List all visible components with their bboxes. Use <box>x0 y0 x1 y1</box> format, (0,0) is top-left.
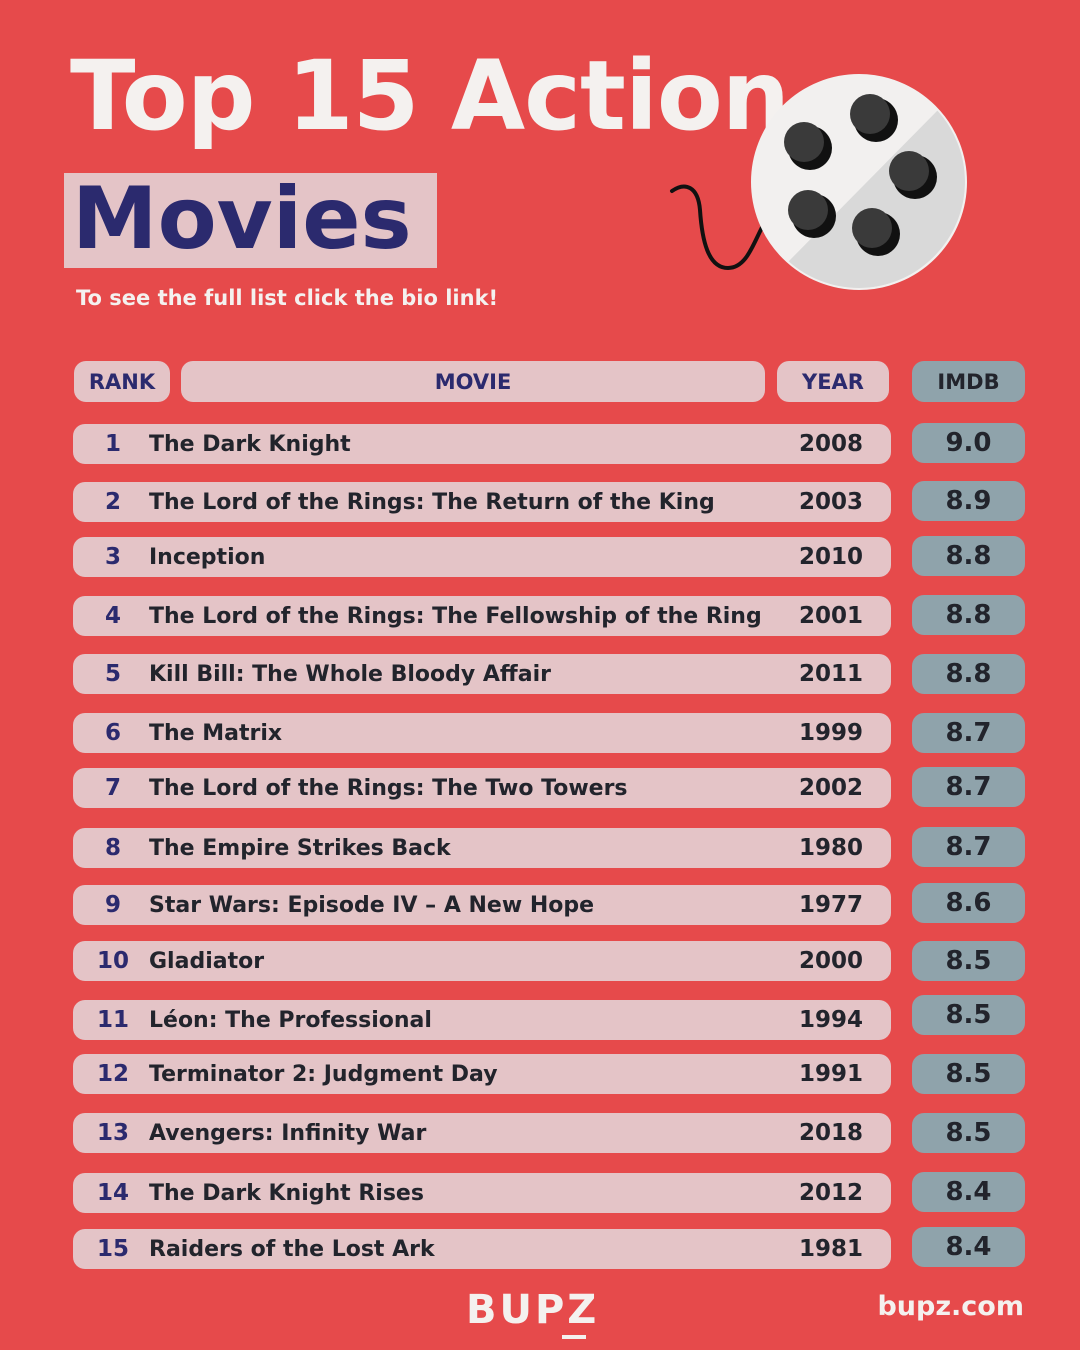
movie-year: 2001 <box>798 603 863 629</box>
movie-title: Léon: The Professional <box>149 1007 432 1033</box>
movie-title: The Matrix <box>149 720 283 746</box>
rank-number: 5 <box>104 661 121 687</box>
movie-title: The Empire Strikes Back <box>149 835 451 861</box>
imdb-score: 8.8 <box>912 654 1025 694</box>
movie-title: Star Wars: Episode IV – A New Hope <box>149 892 595 918</box>
movie-title: Avengers: Infinity War <box>149 1120 427 1146</box>
movie-title: The Dark Knight Rises <box>149 1180 424 1206</box>
rank-number: 1 <box>104 431 121 457</box>
rank-number: 15 <box>96 1236 129 1262</box>
table-row: 7 The Lord of the Rings: The Two Towers … <box>73 768 891 808</box>
rank-number: 8 <box>104 835 121 861</box>
table-row: 8 The Empire Strikes Back 1980 <box>73 828 891 868</box>
rank-number: 4 <box>104 603 121 629</box>
imdb-score: 8.7 <box>912 713 1025 753</box>
movie-year: 2011 <box>798 661 863 687</box>
rank-number: 11 <box>96 1007 129 1033</box>
movie-title: Kill Bill: The Whole Bloody Affair <box>149 661 551 687</box>
movie-year: 1999 <box>798 720 863 746</box>
imdb-score: 8.5 <box>912 995 1025 1035</box>
logo-underline <box>562 1335 586 1339</box>
imdb-score: 9.0 <box>912 423 1025 463</box>
rank-number: 2 <box>104 489 121 515</box>
movie-year: 2012 <box>798 1180 863 1206</box>
rank-number: 6 <box>104 720 121 746</box>
rank-number: 3 <box>104 544 121 570</box>
imdb-score: 8.6 <box>912 883 1025 923</box>
movie-title: The Lord of the Rings: The Two Towers <box>149 775 628 801</box>
imdb-score: 8.5 <box>912 1113 1025 1153</box>
imdb-score: 8.7 <box>912 767 1025 807</box>
movie-title: The Lord of the Rings: The Return of the… <box>149 489 715 515</box>
movie-title: Inception <box>149 544 266 570</box>
table-row: 14 The Dark Knight Rises 2012 <box>73 1173 891 1213</box>
movie-title: The Lord of the Rings: The Fellowship of… <box>149 603 762 629</box>
header-year: YEAR <box>777 361 889 402</box>
imdb-score: 8.7 <box>912 827 1025 867</box>
movie-year: 2002 <box>798 775 863 801</box>
table-row: 4 The Lord of the Rings: The Fellowship … <box>73 596 891 636</box>
movie-year: 1977 <box>798 892 863 918</box>
movie-title: Gladiator <box>149 948 265 974</box>
page-title: Top 15 Action <box>70 40 790 152</box>
table-row: 15 Raiders of the Lost Ark 1981 <box>73 1229 891 1269</box>
movie-title: The Dark Knight <box>149 431 351 457</box>
table-row: 2 The Lord of the Rings: The Return of t… <box>73 482 891 522</box>
table-row: 5 Kill Bill: The Whole Bloody Affair 201… <box>73 654 891 694</box>
movie-year: 2003 <box>798 489 863 515</box>
movie-year: 1994 <box>798 1007 863 1033</box>
movie-title: Raiders of the Lost Ark <box>149 1236 435 1262</box>
film-reel-icon <box>670 74 967 290</box>
table-row: 12 Terminator 2: Judgment Day 1991 <box>73 1054 891 1094</box>
rank-number: 7 <box>104 775 121 801</box>
movie-year: 2008 <box>798 431 863 457</box>
header-rank: RANK <box>74 361 170 402</box>
header-imdb: IMDB <box>912 361 1025 402</box>
imdb-score: 8.8 <box>912 536 1025 576</box>
movie-year: 1991 <box>798 1061 863 1087</box>
rank-number: 14 <box>96 1180 129 1206</box>
rank-number: 9 <box>104 892 121 918</box>
header-movie: MOVIE <box>181 361 765 402</box>
rank-number: 12 <box>96 1061 129 1087</box>
imdb-score: 8.4 <box>912 1227 1025 1267</box>
table-row: 9 Star Wars: Episode IV – A New Hope 197… <box>73 885 891 925</box>
rank-number: 13 <box>96 1120 129 1146</box>
table-row: 1 The Dark Knight 2008 <box>73 424 891 464</box>
bupz-logo: BUPZ <box>466 1287 600 1333</box>
table-row: 3 Inception 2010 <box>73 537 891 577</box>
movie-year: 2000 <box>798 948 863 974</box>
imdb-score: 8.5 <box>912 1054 1025 1094</box>
page-subtitle: Movies <box>72 169 412 269</box>
movie-year: 1980 <box>798 835 863 861</box>
tagline: To see the full list click the bio link! <box>76 286 499 310</box>
rank-number: 10 <box>96 948 129 974</box>
table-row: 10 Gladiator 2000 <box>73 941 891 981</box>
table-row: 11 Léon: The Professional 1994 <box>73 1000 891 1040</box>
movie-year: 2010 <box>798 544 863 570</box>
movie-title: Terminator 2: Judgment Day <box>149 1061 498 1087</box>
imdb-score: 8.4 <box>912 1172 1025 1212</box>
website-link[interactable]: bupz.com <box>877 1291 1024 1322</box>
subtitle-highlight <box>64 173 437 268</box>
table-row: 13 Avengers: Infinity War 2018 <box>73 1113 891 1153</box>
imdb-score: 8.5 <box>912 941 1025 981</box>
table-row: 6 The Matrix 1999 <box>73 713 891 753</box>
imdb-score: 8.9 <box>912 481 1025 521</box>
movie-year: 2018 <box>798 1120 863 1146</box>
movie-year: 1981 <box>798 1236 863 1262</box>
imdb-score: 8.8 <box>912 595 1025 635</box>
